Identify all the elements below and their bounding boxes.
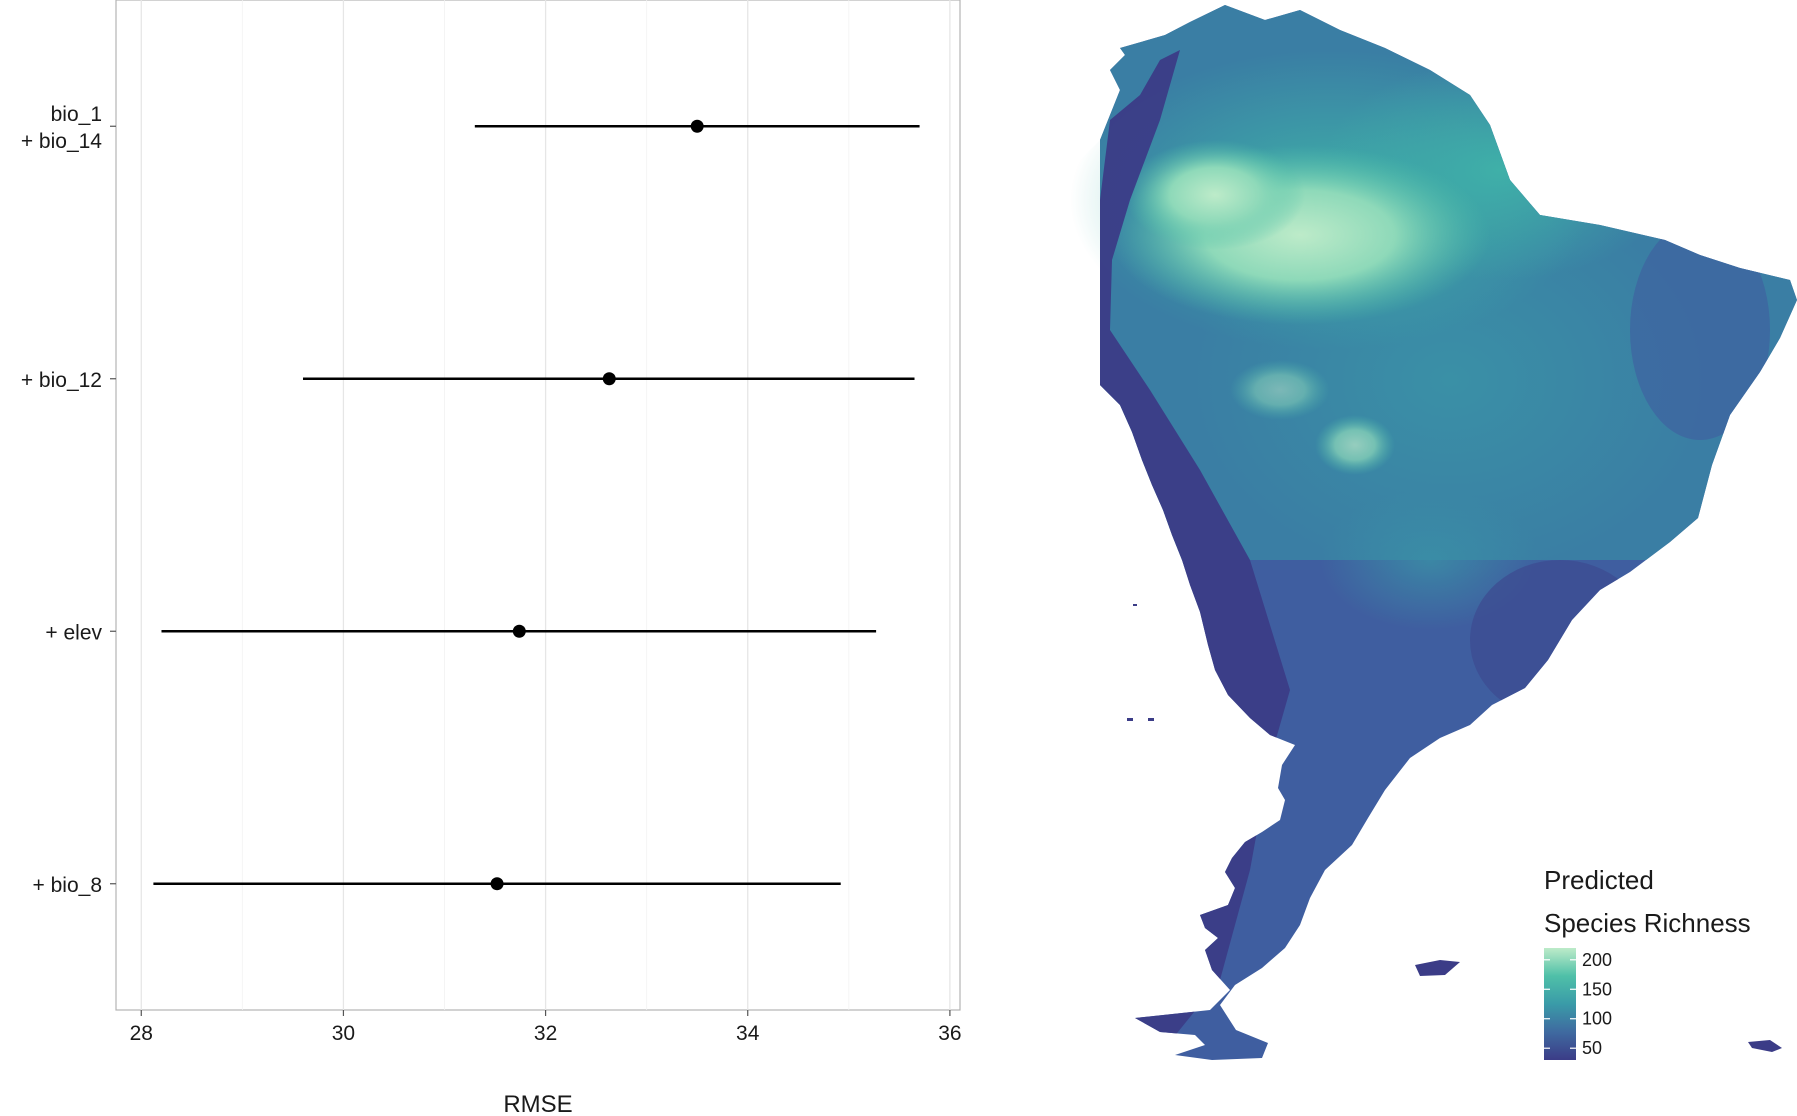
- legend-title-line2: Species Richness: [1544, 908, 1751, 938]
- x-tick-label: 28: [130, 1022, 153, 1045]
- mean-point: [602, 372, 616, 386]
- legend-tick-label: 100: [1582, 1009, 1612, 1029]
- legend-ticks: 200 150 100 50: [1544, 950, 1612, 1058]
- x-axis-ticks: 28 30 32 34 36: [130, 1010, 962, 1045]
- y-tick-label: + bio_14: [21, 130, 102, 153]
- legend-tick-label: 150: [1582, 979, 1612, 999]
- x-tick-label: 30: [332, 1022, 355, 1045]
- plot-background: [115, 0, 961, 1011]
- mean-point: [690, 119, 704, 133]
- island-small: [1148, 718, 1154, 721]
- mean-point: [490, 877, 504, 891]
- legend-title-line1: Predicted: [1544, 865, 1654, 895]
- island-south-georgia: [1748, 1040, 1782, 1052]
- y-tick-label: + bio_8: [33, 874, 102, 897]
- rmse-chart: bio_1 + bio_14 + bio_12 + elev + bio_8 28 30 3…: [21, 0, 962, 1116]
- island-small: [1127, 718, 1133, 721]
- island-small: [1133, 604, 1137, 606]
- legend-tick-label: 50: [1582, 1038, 1602, 1058]
- y-tick-label: + bio_12: [21, 369, 102, 392]
- map-legend: Predicted Species Richness 200 150 100 50: [1544, 865, 1751, 1060]
- y-tick-label: + elev: [45, 621, 102, 644]
- y-tick-label: bio_1: [51, 103, 102, 126]
- continent-shape: [1070, 5, 1797, 1060]
- island-falklands: [1415, 960, 1460, 976]
- mean-point: [512, 624, 526, 638]
- mean-points: [490, 119, 704, 891]
- gridlines: [140, 0, 951, 1010]
- y-axis-labels: bio_1 + bio_14 + bio_12 + elev + bio_8: [21, 103, 116, 897]
- x-tick-label: 32: [534, 1022, 557, 1045]
- legend-tick-label: 200: [1582, 950, 1612, 970]
- x-tick-label: 34: [736, 1022, 760, 1045]
- x-tick-label: 36: [938, 1022, 961, 1045]
- x-axis-title: RMSE: [503, 1091, 572, 1116]
- legend-colorbar: [1544, 948, 1576, 1060]
